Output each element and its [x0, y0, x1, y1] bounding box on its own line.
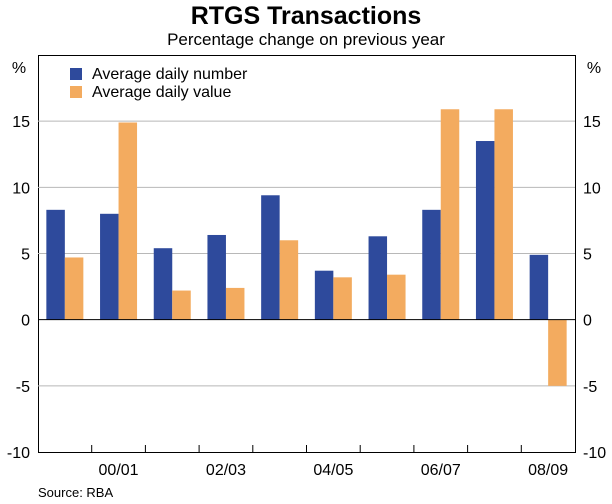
source-note: Source: RBA [38, 485, 114, 500]
bar-value-02-03 [225, 287, 245, 320]
y-tick-left-5: 5 [21, 247, 30, 264]
x-label-06-07: 06/07 [421, 462, 461, 479]
bar-number-03-04 [261, 195, 280, 320]
x-label-02-03: 02/03 [206, 462, 246, 479]
y-unit-left: % [12, 60, 26, 77]
bar-value-01-02 [172, 290, 191, 320]
y-tick-right-15: 15 [583, 114, 601, 131]
bar-number-02-03 [207, 234, 226, 320]
bar-number-06-07 [422, 209, 441, 320]
legend-swatch-1 [70, 86, 82, 98]
chart-subtitle: Percentage change on previous year [167, 30, 445, 49]
y-tick-right-5: 5 [583, 247, 592, 264]
y-tick-right-0: 0 [583, 313, 592, 330]
y-tick-left-0: 0 [21, 313, 30, 330]
chart-title: RTGS Transactions [190, 2, 422, 30]
bar-value-00-01 [118, 122, 138, 320]
bar-value-99-00 [64, 257, 84, 320]
bar-value-06-07 [440, 109, 460, 320]
legend-label-1: Average daily value [92, 84, 231, 101]
y-tick-right--10: -10 [583, 445, 606, 462]
y-unit-right: % [587, 60, 601, 77]
bar-value-07-08 [494, 109, 513, 320]
bar-number-05-06 [368, 236, 388, 320]
y-tick-right-10: 10 [583, 180, 601, 197]
bar-number-99-00 [46, 209, 65, 320]
legend-swatch-0 [70, 68, 82, 80]
y-tick-left-15: 15 [12, 114, 30, 131]
bar-number-01-02 [153, 248, 173, 320]
bar-value-04-05 [333, 277, 352, 320]
y-tick-right--5: -5 [583, 379, 597, 396]
bar-number-04-05 [314, 270, 334, 320]
bar-value-08-09 [548, 319, 567, 386]
bar-number-07-08 [475, 141, 495, 320]
y-tick-left--5: -5 [16, 379, 30, 396]
x-label-04-05: 04/05 [313, 462, 353, 479]
legend-label-0: Average daily number [92, 66, 248, 83]
x-label-08-09: 08/09 [528, 462, 568, 479]
bar-number-00-01 [100, 213, 119, 320]
y-tick-left--10: -10 [7, 445, 30, 462]
bar-value-03-04 [279, 240, 299, 320]
x-label-00-01: 00/01 [99, 462, 139, 479]
y-tick-left-10: 10 [12, 180, 30, 197]
bar-number-08-09 [529, 254, 549, 320]
bar-value-05-06 [387, 274, 406, 320]
